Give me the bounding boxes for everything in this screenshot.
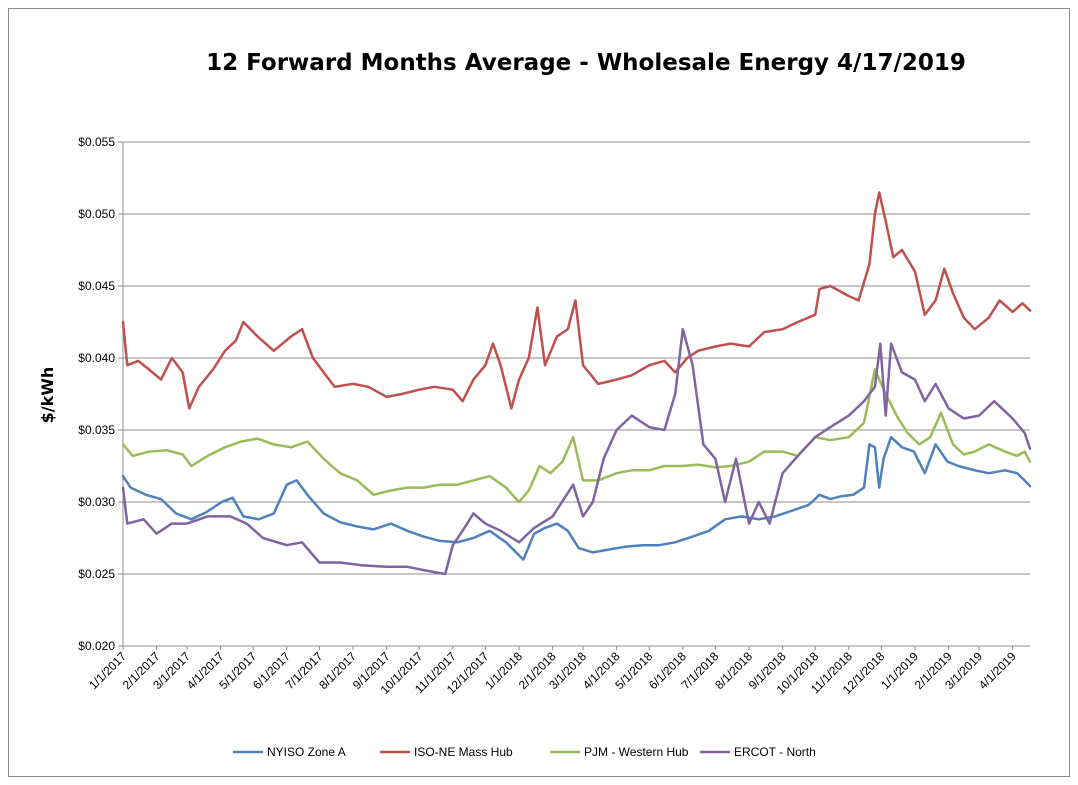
- y-tick-label: $0.020: [78, 639, 115, 653]
- x-tick-label: 4/1/2019: [976, 649, 1019, 692]
- y-tick-label: $0.050: [78, 207, 115, 221]
- legend: NYISO Zone A ISO-NE Mass Hub PJM - Western…: [233, 745, 816, 759]
- y-tick-label: $0.055: [78, 135, 115, 149]
- chart-title: 12 Forward Months Average - Wholesale En…: [206, 50, 966, 76]
- series-line-iso-ne-mass-hub: [121, 191, 1032, 410]
- x-tick-labels: 1/1/20172/1/20173/1/20174/1/20175/1/2017…: [86, 646, 1019, 697]
- series-line-ercot-north: [121, 327, 1032, 576]
- legend-label: PJM - Western Hub: [584, 745, 689, 759]
- y-tick-labels: $0.020 $0.025 $0.030 $0.035 $0.040 $0.045 $0.0…: [78, 135, 115, 653]
- series-line-pjm-western-hub: [121, 368, 1032, 504]
- legend-label: ISO-NE Mass Hub: [414, 745, 513, 759]
- gridlines: [118, 141, 1030, 647]
- series-line-nyiso-zone-a: [121, 435, 1032, 561]
- legend-label: ERCOT - North: [734, 745, 816, 759]
- y-axis-label: $/kWh: [38, 367, 57, 424]
- y-tick-label: $0.035: [78, 423, 115, 437]
- y-tick-label: $0.025: [78, 567, 115, 581]
- legend-label: NYISO Zone A: [267, 745, 346, 759]
- chart-frame: [8, 8, 1070, 777]
- y-tick-label: $0.030: [78, 495, 115, 509]
- series-lines: [121, 191, 1032, 576]
- y-tick-label: $0.045: [78, 279, 115, 293]
- axes: [122, 142, 1030, 647]
- y-tick-label: $0.040: [78, 351, 115, 365]
